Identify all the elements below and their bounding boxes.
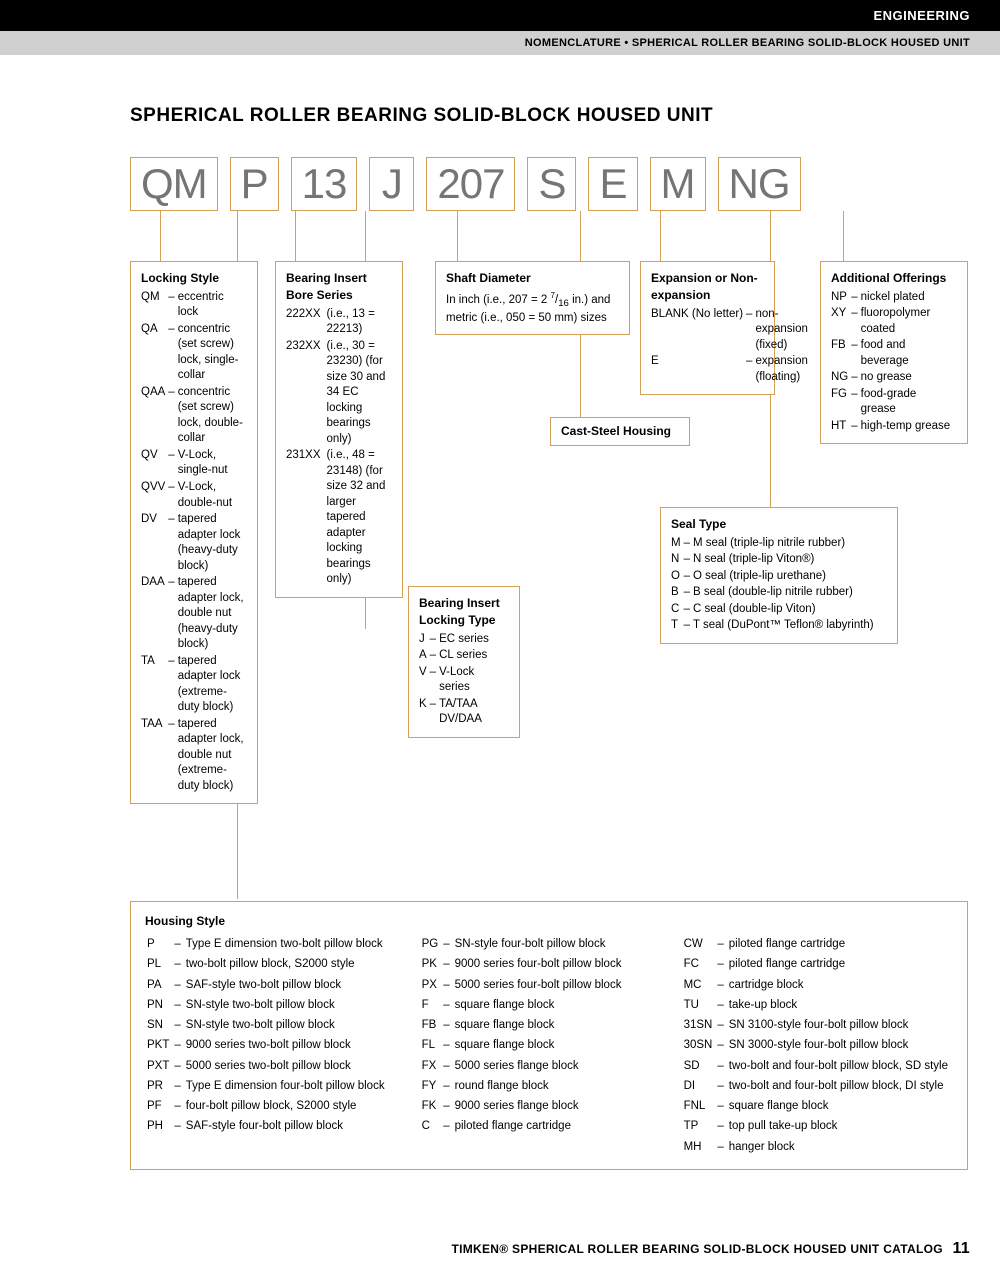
box-title: Seal Type (671, 516, 887, 533)
header-category: ENGINEERING (873, 8, 970, 23)
box-title: Additional Offerings (831, 270, 957, 287)
definition-table: BLANK (No letter)–non-expansion (fixed)E… (651, 307, 811, 387)
definition-table: QM–eccentric lockQA–concentric (set scre… (141, 290, 247, 796)
connector-line (660, 211, 661, 261)
box-title: Locking Style (141, 270, 247, 287)
definition-table: PG–SN-style four-bolt pillow blockPK–900… (420, 934, 627, 1139)
page-title: SPHERICAL ROLLER BEARING SOLID-BLOCK HOU… (130, 105, 970, 127)
page-number: 11 (952, 1240, 970, 1257)
code-box: J (369, 157, 414, 211)
nomenclature-code-row: QM P 13 J 207 S E M NG (130, 157, 970, 211)
cast-steel-box: Cast-Steel Housing (550, 417, 690, 446)
connector-line (843, 211, 844, 261)
box-title: Shaft Diameter (446, 270, 619, 287)
header-black-bar: ENGINEERING (0, 0, 1000, 31)
header-gray-bar: NOMENCLATURE • SPHERICAL ROLLER BEARING … (0, 31, 1000, 55)
code-box: NG (718, 157, 801, 211)
box-text: In inch (i.e., 207 = 2 7/16 in.) and met… (446, 290, 619, 327)
box-title: Expansion or Non-expansion (651, 270, 764, 304)
expansion-box: Expansion or Non-expansion BLANK (No let… (640, 261, 775, 395)
additional-offerings-box: Additional Offerings NP–nickel platedXY–… (820, 261, 968, 444)
diagram-area: Locking Style QM–eccentric lockQA–concen… (130, 211, 970, 971)
code-box: 13 (291, 157, 358, 211)
box-title: Bearing Insert Bore Series (286, 270, 392, 304)
definition-table: 222XX(i.e., 13 = 22213)232XX(i.e., 30 = … (286, 307, 392, 589)
locking-style-box: Locking Style QM–eccentric lockQA–concen… (130, 261, 258, 804)
code-box: M (650, 157, 706, 211)
page-content: SPHERICAL ROLLER BEARING SOLID-BLOCK HOU… (0, 55, 1000, 971)
definition-table: P–Type E dimension two-bolt pillow block… (145, 934, 390, 1139)
code-box: S (527, 157, 576, 211)
definition-table: CW–piloted flange cartridgeFC–piloted fl… (682, 934, 953, 1159)
bore-series-box: Bearing Insert Bore Series 222XX(i.e., 1… (275, 261, 403, 598)
housing-style-box: Housing Style P–Type E dimension two-bol… (130, 901, 968, 1170)
code-box: 207 (426, 157, 515, 211)
definition-table: J–EC seriesA–CL seriesV–V-Lock seriesK–T… (419, 632, 509, 729)
shaft-diameter-box: Shaft Diameter In inch (i.e., 207 = 2 7/… (435, 261, 630, 335)
box-title: Cast-Steel Housing (561, 423, 679, 440)
box-title: Housing Style (145, 912, 953, 930)
box-title: Bearing Insert Locking Type (419, 595, 509, 629)
connector-line (160, 211, 161, 261)
definition-table: M–M seal (triple-lip nitrile rubber)N–N … (671, 536, 877, 635)
seal-type-box: Seal Type M–M seal (triple-lip nitrile r… (660, 507, 898, 644)
code-box: QM (130, 157, 218, 211)
connector-line (457, 211, 458, 261)
page-footer: TIMKEN® SPHERICAL ROLLER BEARING SOLID-B… (451, 1240, 970, 1258)
definition-table: NP–nickel platedXY–fluoropolymer coatedF… (831, 290, 957, 436)
code-box: P (230, 157, 279, 211)
code-box: E (588, 157, 637, 211)
header-subtitle: NOMENCLATURE • SPHERICAL ROLLER BEARING … (525, 37, 970, 49)
locking-type-box: Bearing Insert Locking Type J–EC seriesA… (408, 586, 520, 738)
connector-line (295, 211, 296, 261)
footer-text: TIMKEN® SPHERICAL ROLLER BEARING SOLID-B… (451, 1242, 942, 1256)
